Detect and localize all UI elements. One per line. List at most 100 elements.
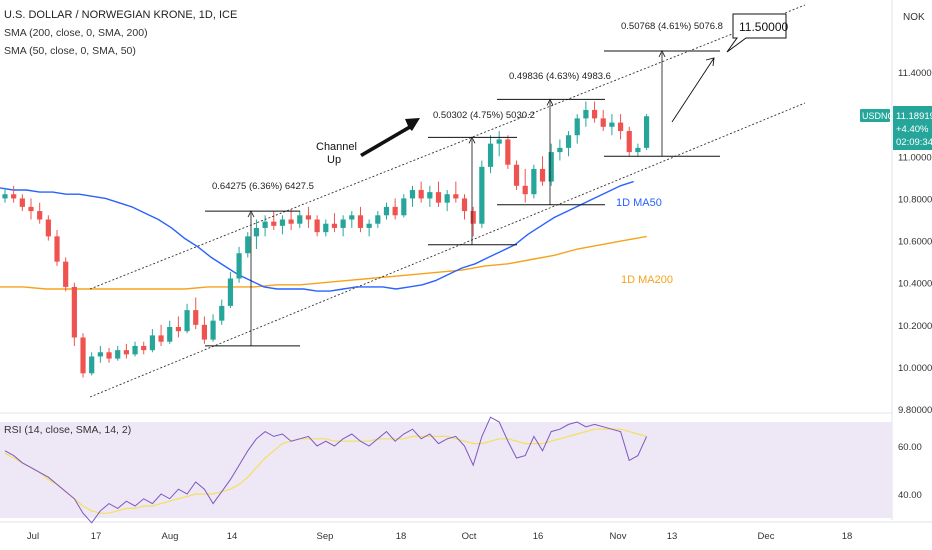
sma200-legend[interactable]: SMA (200, close, 0, SMA, 200)	[4, 27, 148, 39]
candle[interactable]	[643, 114, 650, 150]
candle[interactable]	[245, 232, 251, 258]
candle[interactable]	[167, 320, 173, 344]
candle[interactable]	[479, 160, 485, 228]
currency-label: NOK	[903, 12, 925, 23]
candle[interactable]	[531, 164, 537, 199]
sma50-legend[interactable]: SMA (50, close, 0, SMA, 50)	[4, 45, 136, 57]
candle[interactable]	[522, 168, 528, 203]
current-price-box	[860, 109, 890, 122]
channel-upper-line[interactable]	[89, 4, 806, 290]
candle[interactable]	[314, 215, 320, 237]
candle[interactable]	[201, 316, 208, 344]
candle[interactable]	[97, 345, 103, 363]
candle[interactable]	[141, 341, 147, 355]
candle[interactable]	[288, 208, 294, 231]
candle[interactable]	[513, 160, 520, 191]
measure-tool[interactable]: 0.50768 (4.61%) 5076.8	[604, 21, 723, 157]
candle[interactable]	[418, 181, 424, 203]
candle-body	[609, 122, 615, 127]
candle[interactable]	[340, 215, 346, 237]
rsi-legend[interactable]: RSI (14, close, SMA, 14, 2)	[4, 424, 132, 436]
candle[interactable]	[470, 206, 476, 237]
candle[interactable]	[401, 194, 407, 218]
measure-tool[interactable]: 0.49836 (4.63%) 4983.6	[497, 71, 611, 206]
candle[interactable]	[583, 101, 589, 127]
candle[interactable]	[279, 215, 286, 235]
candle[interactable]	[253, 219, 260, 250]
candle[interactable]	[600, 109, 606, 132]
candle[interactable]	[184, 303, 190, 334]
candle[interactable]	[115, 345, 121, 361]
candle[interactable]	[383, 202, 390, 220]
candle[interactable]	[11, 185, 17, 203]
candle[interactable]	[505, 135, 511, 169]
candle[interactable]	[366, 219, 372, 237]
rsi-line[interactable]	[4, 416, 648, 524]
candle[interactable]	[54, 230, 60, 266]
candle[interactable]	[323, 219, 329, 237]
candle[interactable]	[71, 282, 77, 346]
measure-tool[interactable]: 0.50302 (4.75%) 5030.2	[428, 110, 535, 246]
candle[interactable]	[149, 329, 155, 353]
candle[interactable]	[123, 343, 129, 359]
candle[interactable]	[219, 299, 225, 325]
candle[interactable]	[487, 135, 494, 174]
candle[interactable]	[626, 126, 632, 157]
candle[interactable]	[19, 194, 25, 212]
candle[interactable]	[28, 198, 34, 220]
candle[interactable]	[80, 333, 86, 378]
candle[interactable]	[45, 215, 51, 241]
candle[interactable]	[609, 114, 615, 136]
target-callout[interactable]: 11.50000	[726, 13, 788, 53]
candle[interactable]	[548, 143, 554, 186]
candle[interactable]	[37, 202, 43, 224]
candlesticks[interactable]	[2, 101, 650, 378]
candle[interactable]	[132, 341, 138, 357]
candle[interactable]	[539, 156, 546, 186]
candle[interactable]	[496, 131, 502, 157]
candle[interactable]	[106, 348, 112, 363]
candle[interactable]	[574, 114, 580, 144]
drawings[interactable]: 0.64275 (6.36%) 6427.5 0.50302 (4.75%) 50…	[89, 4, 806, 398]
projection-line[interactable]	[671, 57, 715, 123]
candle[interactable]	[2, 187, 8, 203]
candle[interactable]	[435, 181, 442, 207]
candle[interactable]	[357, 206, 364, 233]
candle[interactable]	[409, 185, 416, 207]
candle[interactable]	[375, 211, 381, 228]
symbol-title[interactable]: U.S. DOLLAR / NORWEGIAN KRONE, 1D, ICE	[4, 9, 238, 21]
candle[interactable]	[444, 190, 450, 212]
candle[interactable]	[193, 297, 199, 330]
candle[interactable]	[557, 139, 563, 161]
candle[interactable]	[331, 213, 338, 233]
candle[interactable]	[453, 181, 459, 203]
candle[interactable]	[565, 131, 572, 157]
candle[interactable]	[461, 194, 468, 220]
candle[interactable]	[227, 272, 234, 309]
candle-body	[643, 116, 650, 148]
candle[interactable]	[262, 215, 268, 237]
candle[interactable]	[617, 114, 624, 140]
candle[interactable]	[297, 211, 303, 228]
channel-lower-line[interactable]	[89, 102, 806, 398]
candle[interactable]	[271, 211, 277, 231]
candle[interactable]	[89, 352, 95, 376]
candle-body	[193, 310, 199, 325]
candle[interactable]	[392, 198, 398, 220]
candle[interactable]	[635, 143, 641, 157]
candle[interactable]	[349, 211, 355, 228]
candle[interactable]	[158, 324, 164, 346]
rsi-pane[interactable]: 60.00 40.00	[0, 416, 922, 524]
candle[interactable]	[427, 185, 433, 207]
sma50-line[interactable]	[0, 180, 634, 292]
candle[interactable]	[591, 101, 598, 123]
sma200-line[interactable]	[0, 235, 647, 290]
measure-tool[interactable]: 0.64275 (6.36%) 6427.5	[205, 181, 314, 347]
candle[interactable]	[175, 316, 181, 338]
candle[interactable]	[63, 257, 69, 292]
candle[interactable]	[305, 206, 312, 228]
candle[interactable]	[236, 246, 242, 283]
channel-arrow[interactable]	[360, 118, 420, 157]
candle[interactable]	[210, 314, 216, 342]
